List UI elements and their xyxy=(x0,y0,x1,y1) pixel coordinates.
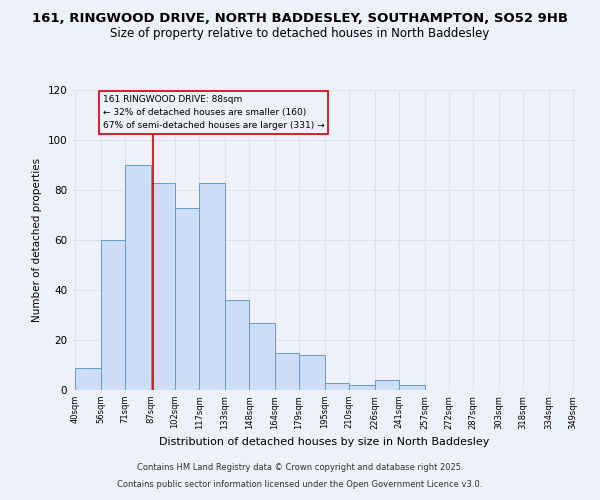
Bar xyxy=(175,208,199,390)
Bar xyxy=(199,182,225,390)
Text: Contains HM Land Registry data © Crown copyright and database right 2025.: Contains HM Land Registry data © Crown c… xyxy=(137,464,463,472)
Text: 161, RINGWOOD DRIVE, NORTH BADDESLEY, SOUTHAMPTON, SO52 9HB: 161, RINGWOOD DRIVE, NORTH BADDESLEY, SO… xyxy=(32,12,568,26)
Text: Contains public sector information licensed under the Open Government Licence v3: Contains public sector information licen… xyxy=(118,480,482,489)
Bar xyxy=(249,322,275,390)
Text: 161 RINGWOOD DRIVE: 88sqm
← 32% of detached houses are smaller (160)
67% of semi: 161 RINGWOOD DRIVE: 88sqm ← 32% of detac… xyxy=(103,95,324,130)
Bar xyxy=(75,368,101,390)
Bar xyxy=(325,382,349,390)
Bar xyxy=(399,385,425,390)
Bar xyxy=(225,300,249,390)
Bar xyxy=(101,240,125,390)
X-axis label: Distribution of detached houses by size in North Baddesley: Distribution of detached houses by size … xyxy=(159,437,489,447)
Bar xyxy=(151,182,175,390)
Bar xyxy=(125,165,151,390)
Bar xyxy=(375,380,399,390)
Bar xyxy=(299,355,325,390)
Bar xyxy=(275,352,299,390)
Text: Size of property relative to detached houses in North Baddesley: Size of property relative to detached ho… xyxy=(110,28,490,40)
Y-axis label: Number of detached properties: Number of detached properties xyxy=(32,158,42,322)
Bar xyxy=(349,385,375,390)
